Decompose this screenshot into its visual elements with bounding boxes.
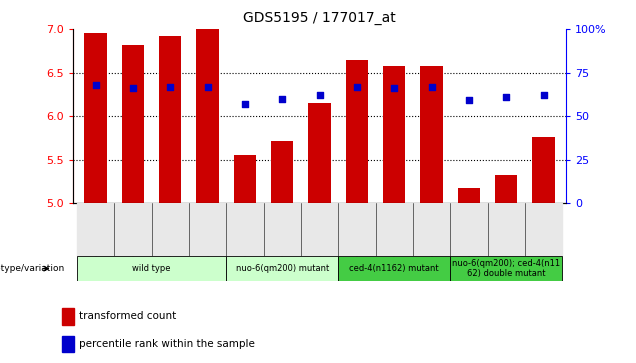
Bar [420, 66, 443, 203]
Bar [114, 203, 151, 256]
Bar [346, 60, 368, 203]
Bar [159, 36, 181, 203]
Bar [488, 203, 525, 256]
Point [128, 85, 138, 91]
Text: nuo-6(qm200); ced-4(n11
62) double mutant: nuo-6(qm200); ced-4(n11 62) double mutan… [452, 259, 560, 278]
Bar [197, 29, 219, 203]
Bar [383, 66, 406, 203]
Bar [495, 175, 518, 203]
Bar [151, 203, 189, 256]
Bar [62, 336, 74, 352]
Bar [338, 203, 376, 256]
Point [277, 96, 287, 102]
Point [427, 83, 437, 89]
FancyBboxPatch shape [77, 256, 226, 281]
Bar [233, 155, 256, 203]
Point [389, 85, 399, 91]
Point [539, 92, 549, 98]
Bar [301, 203, 338, 256]
Text: ced-4(n1162) mutant: ced-4(n1162) mutant [349, 264, 439, 273]
Bar [85, 33, 107, 203]
Bar [376, 203, 413, 256]
Point [501, 94, 511, 100]
Text: wild type: wild type [132, 264, 171, 273]
Bar [189, 203, 226, 256]
Bar [413, 203, 450, 256]
Text: nuo-6(qm200) mutant: nuo-6(qm200) mutant [235, 264, 329, 273]
Bar [308, 103, 331, 203]
Bar [271, 140, 293, 203]
Bar [525, 203, 562, 256]
FancyBboxPatch shape [338, 256, 450, 281]
Bar [121, 45, 144, 203]
FancyBboxPatch shape [450, 256, 562, 281]
Bar [263, 203, 301, 256]
Bar [450, 203, 488, 256]
Point [240, 101, 250, 107]
Text: genotype/variation: genotype/variation [0, 264, 65, 273]
Point [315, 92, 325, 98]
Bar [532, 137, 555, 203]
Point [165, 83, 176, 89]
Point [202, 83, 212, 89]
Bar [62, 308, 74, 325]
Bar [77, 203, 114, 256]
FancyBboxPatch shape [226, 256, 338, 281]
Title: GDS5195 / 177017_at: GDS5195 / 177017_at [243, 11, 396, 25]
Point [90, 82, 100, 88]
Text: transformed count: transformed count [79, 311, 176, 321]
Bar [458, 188, 480, 203]
Point [352, 83, 362, 89]
Text: percentile rank within the sample: percentile rank within the sample [79, 339, 255, 349]
Point [464, 98, 474, 103]
Bar [226, 203, 263, 256]
